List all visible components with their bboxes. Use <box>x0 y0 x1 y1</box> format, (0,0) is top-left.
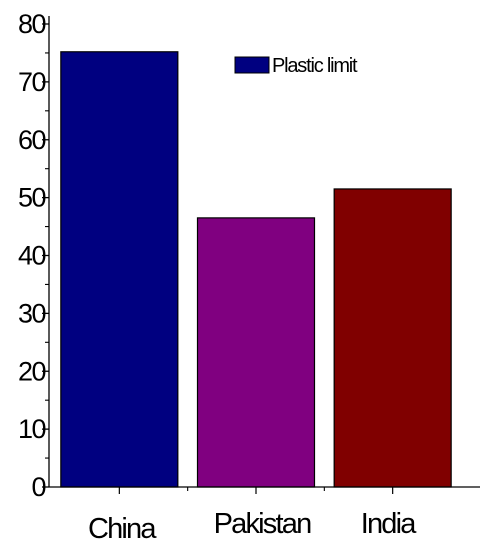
bars <box>60 51 452 488</box>
y-tick-label: 0 <box>31 472 45 502</box>
x-tick-label: Pakistan <box>214 508 311 540</box>
y-tick-label: 10 <box>18 414 46 444</box>
bar-pakistan <box>196 217 316 488</box>
y-tick-label: 50 <box>18 183 46 213</box>
x-tick-label: China <box>88 513 157 545</box>
legend-swatch <box>234 56 270 74</box>
y-tick-label: 70 <box>18 67 46 97</box>
y-axis: 0 10 20 30 40 50 60 70 80 <box>18 9 50 502</box>
y-tick-label: 60 <box>18 125 46 155</box>
y-tick-label: 20 <box>18 356 46 386</box>
bar-china <box>60 51 179 488</box>
legend: Plastic limit <box>234 55 359 77</box>
y-tick-label: 80 <box>18 9 46 39</box>
x-tick-label: India <box>361 508 418 540</box>
bar-india <box>333 188 452 488</box>
legend-label: Plastic limit <box>272 55 358 77</box>
y-tick-label: 40 <box>18 241 46 271</box>
x-axis: China Pakistan India <box>49 486 480 545</box>
y-tick-label: 30 <box>18 298 46 328</box>
